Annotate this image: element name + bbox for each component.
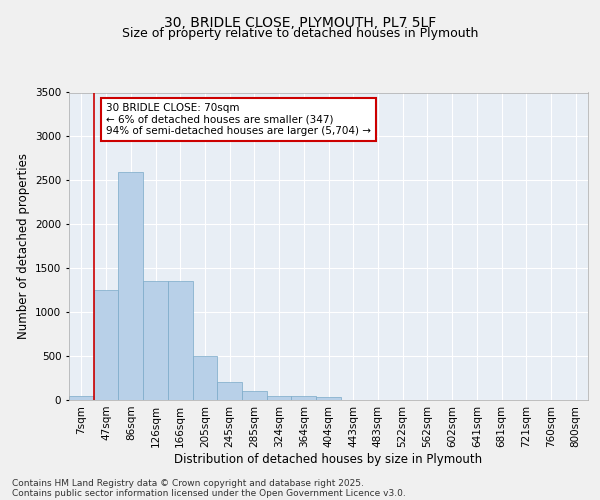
Text: 30, BRIDLE CLOSE, PLYMOUTH, PL7 5LF: 30, BRIDLE CLOSE, PLYMOUTH, PL7 5LF [164,16,436,30]
Bar [69,396,94,400]
Bar [316,398,341,400]
Bar [118,172,143,400]
Text: 30 BRIDLE CLOSE: 70sqm
← 6% of detached houses are smaller (347)
94% of semi-det: 30 BRIDLE CLOSE: 70sqm ← 6% of detached … [106,103,371,136]
Bar [217,382,242,400]
Bar [292,396,316,400]
Bar [242,391,267,400]
Bar [168,282,193,400]
Bar [143,282,168,400]
Y-axis label: Number of detached properties: Number of detached properties [17,153,29,339]
X-axis label: Distribution of detached houses by size in Plymouth: Distribution of detached houses by size … [175,452,482,466]
Text: Size of property relative to detached houses in Plymouth: Size of property relative to detached ho… [122,28,478,40]
Bar [193,356,217,400]
Text: Contains HM Land Registry data © Crown copyright and database right 2025.: Contains HM Land Registry data © Crown c… [12,478,364,488]
Bar [267,396,292,400]
Text: Contains public sector information licensed under the Open Government Licence v3: Contains public sector information licen… [12,488,406,498]
Bar [94,290,118,400]
